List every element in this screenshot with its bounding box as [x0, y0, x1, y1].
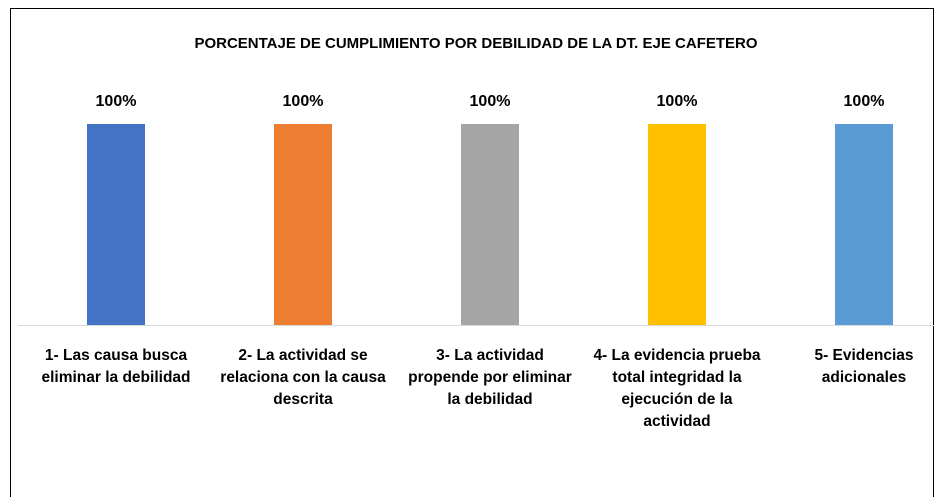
category-line: ejecución de la	[621, 391, 733, 408]
category-line: 2- La actividad se	[238, 347, 368, 364]
category-line: actividad	[643, 413, 710, 430]
category-line: 1- Las causa busca	[45, 347, 188, 364]
x-tick-label: 3- La actividad propende por eliminar la d…	[408, 347, 572, 408]
x-tick-label: 4- La evidencia prueba total integridad l…	[593, 347, 760, 430]
data-label: 100%	[844, 93, 885, 110]
x-tick-label: 1- Las causa busca eliminar la debilidad	[41, 347, 190, 386]
category-line: la debilidad	[447, 391, 532, 408]
category-line: eliminar la debilidad	[41, 369, 190, 386]
data-label: 100%	[470, 93, 511, 110]
category-line: relaciona con la causa	[220, 369, 386, 386]
category-line: 3- La actividad	[436, 347, 544, 364]
bar	[835, 124, 893, 325]
data-label: 100%	[283, 93, 324, 110]
data-label: 100%	[657, 93, 698, 110]
x-tick-label: 2- La actividad se relaciona con la causa…	[220, 347, 386, 408]
category-line: descrita	[273, 391, 333, 408]
bar	[274, 124, 332, 325]
data-label: 100%	[96, 93, 137, 110]
chart-frame	[10, 8, 934, 497]
category-line: total integridad la	[612, 369, 742, 386]
category-line: 4- La evidencia prueba	[593, 347, 760, 364]
bar	[461, 124, 519, 325]
x-tick-label: 5- Evidencias adicionales	[814, 347, 913, 386]
category-line: 5- Evidencias	[814, 347, 913, 364]
bar	[648, 124, 706, 325]
bar	[87, 124, 145, 325]
category-line: adicionales	[822, 369, 906, 386]
category-line: propende por eliminar	[408, 369, 572, 386]
chart-title: PORCENTAJE DE CUMPLIMIENTO POR DEBILIDAD…	[194, 35, 757, 52]
